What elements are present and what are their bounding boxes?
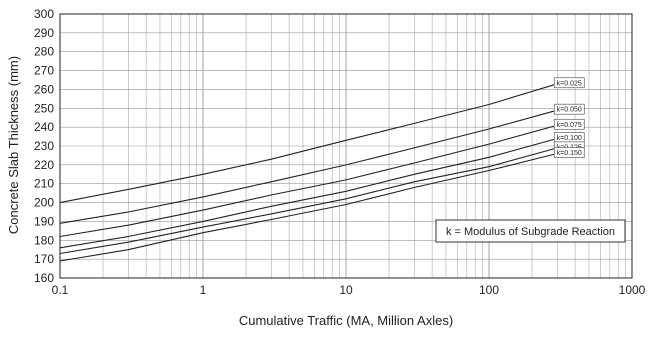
series-labels: k=0.025k=0.050k=0.075k=0.100k=0.125k=0.1… [553, 77, 585, 158]
y-tick-label: 290 [34, 26, 54, 40]
series-label: k=0.025 [557, 80, 582, 87]
y-tick-label: 190 [34, 214, 54, 228]
y-tick-label: 240 [34, 120, 54, 134]
series-label-box [553, 77, 585, 89]
annotation-text: k = Modulus of Subgrade Reaction [446, 226, 615, 238]
series-line-2 [59, 109, 558, 224]
series-line-4 [59, 137, 558, 249]
x-tick-label: 1000 [619, 283, 646, 297]
series-label-box [553, 147, 585, 158]
y-tick-label: 280 [34, 45, 54, 59]
y-tick-label: 220 [34, 158, 54, 172]
y-tick-label: 300 [34, 7, 54, 21]
x-tick-label: 0.1 [52, 283, 69, 297]
y-tick-label: 200 [34, 196, 54, 210]
y-tick-label: 170 [34, 252, 54, 266]
series-label: k=0.050 [557, 107, 582, 114]
series-line-5 [59, 147, 558, 255]
x-axis-title: Cumulative Traffic (MA, Million Axles) [239, 313, 453, 328]
y-tick-label: 160 [34, 271, 54, 285]
x-tick-label: 1 [200, 283, 207, 297]
series-line-3 [59, 124, 558, 238]
y-tick-label: 250 [34, 101, 54, 115]
y-tick-label: 210 [34, 177, 54, 191]
series-label-box [553, 103, 585, 115]
axes: 160 170 180 190 200 210 220 230 240 250 260 270 280 2… [34, 7, 646, 297]
series-line-1 [59, 83, 558, 204]
x-tick-label: 100 [479, 283, 499, 297]
series-label-box [553, 118, 585, 130]
series-lines [59, 83, 558, 262]
series-label: k=0.150 [557, 150, 582, 157]
annotation-frame [435, 219, 626, 243]
y-axis-title: Concrete Slab Thickness (mm) [6, 56, 21, 234]
y-tick-label: 260 [34, 82, 54, 96]
y-tick-label: 230 [34, 139, 54, 153]
series-label: k=0.075 [557, 122, 582, 129]
y-tick-label: 270 [34, 64, 54, 78]
series-line-6 [59, 152, 558, 262]
annotation-box: k = Modulus of Subgrade Reaction [435, 219, 626, 243]
x-tick-label: 10 [339, 283, 353, 297]
plot-frame [59, 13, 633, 279]
y-tick-label: 180 [34, 233, 54, 247]
series-label: k=0.100 [557, 135, 582, 142]
